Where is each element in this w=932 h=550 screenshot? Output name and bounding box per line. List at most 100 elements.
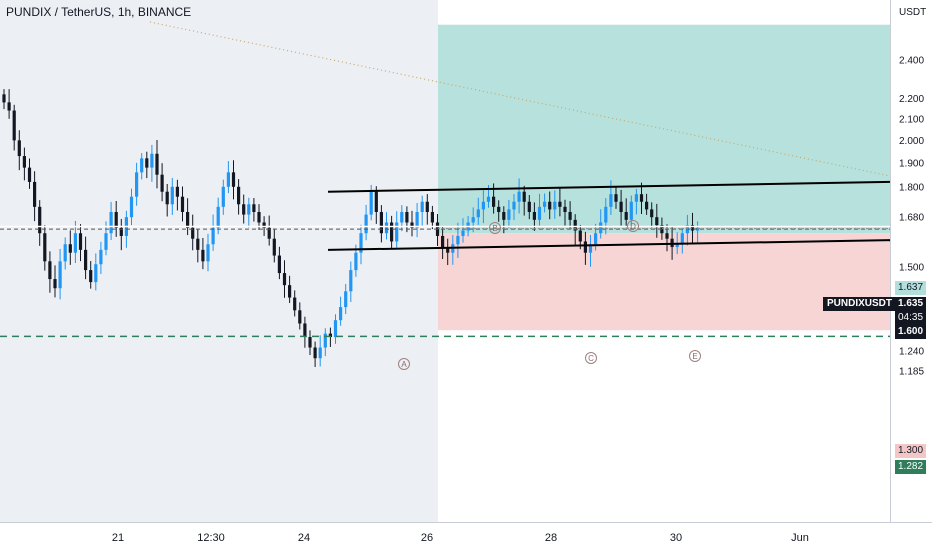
countdown-badge: 04:35 xyxy=(895,311,927,325)
candle-body xyxy=(568,211,572,220)
candle-body xyxy=(206,244,210,262)
price-tick-label: 2.000 xyxy=(899,136,924,147)
level-1600-badge: 1.600 xyxy=(895,325,927,339)
wave-circle xyxy=(398,358,410,370)
candle-body xyxy=(507,209,511,220)
candle-body xyxy=(318,347,322,359)
price-tick-label: 2.100 xyxy=(899,114,924,125)
wave-label-text: B xyxy=(492,224,497,233)
candle-body xyxy=(379,211,383,234)
wave-circle xyxy=(489,222,501,234)
price-tick-label: 1.800 xyxy=(899,182,924,193)
wave-label-a: A xyxy=(398,358,410,370)
candle-body xyxy=(150,153,154,168)
level-1300-badge: 1.300 xyxy=(895,444,927,458)
candle-body xyxy=(374,191,378,212)
candle-body xyxy=(476,209,480,218)
wave-label-b: B xyxy=(489,222,501,234)
time-axis-background xyxy=(0,522,932,550)
profit-zone xyxy=(438,24,890,234)
candle-body xyxy=(170,186,174,205)
price-tick-label: 1.680 xyxy=(899,213,924,224)
candle-body xyxy=(425,201,429,212)
candle-body xyxy=(405,211,409,223)
candle-body xyxy=(84,249,88,271)
time-tick-label: 12:30 xyxy=(197,532,225,544)
candle-body xyxy=(160,174,164,192)
candle-body xyxy=(68,244,72,253)
candle-body xyxy=(502,211,506,220)
candle-body xyxy=(573,219,577,231)
symbol-badge: PUNDIXUSDT xyxy=(823,297,897,311)
candle-body xyxy=(129,196,134,218)
candle-body xyxy=(247,204,251,215)
time-tick-label: Jun xyxy=(791,532,809,544)
candle-body xyxy=(604,206,608,223)
candle-body xyxy=(180,196,185,212)
candle-body xyxy=(415,211,419,228)
candle-body xyxy=(344,291,348,308)
candle-body xyxy=(237,186,241,205)
candle-body xyxy=(262,222,266,228)
candle-body xyxy=(155,153,159,175)
candle-body xyxy=(12,110,16,141)
candle-body xyxy=(94,264,98,283)
candle-body xyxy=(333,320,338,338)
candle-body xyxy=(619,201,623,212)
wave-label-e: E xyxy=(689,350,701,362)
candle-body xyxy=(175,186,179,197)
candle-body xyxy=(104,233,108,250)
wave-label-text: D xyxy=(630,222,636,231)
candle-body xyxy=(456,235,460,245)
candle-body xyxy=(339,307,343,321)
level-1637-badge: 1.637 xyxy=(895,281,927,295)
candle-body xyxy=(257,211,261,223)
candle-body xyxy=(165,191,169,205)
wave-label-d: D xyxy=(627,220,639,232)
candle-body xyxy=(420,201,424,212)
candle-body xyxy=(624,211,628,220)
time-tick-label: 26 xyxy=(421,532,433,544)
candle-body xyxy=(226,172,230,187)
price-tick-label: 2.200 xyxy=(899,94,924,105)
wave-circle xyxy=(627,220,639,232)
candle-body xyxy=(497,206,501,212)
candle-body xyxy=(548,201,552,210)
candle-body xyxy=(293,297,297,311)
candle-body xyxy=(634,194,638,202)
candle-body xyxy=(588,244,593,253)
candle-body xyxy=(543,201,547,207)
candle-body xyxy=(231,172,236,187)
candle-body xyxy=(114,211,118,228)
candle-body xyxy=(73,233,77,253)
wave-circle xyxy=(689,350,701,362)
candle-body xyxy=(186,211,190,228)
candle-body xyxy=(650,209,654,218)
price-axis-background xyxy=(890,0,932,550)
candle-body xyxy=(78,233,83,250)
price-tick-label: 1.500 xyxy=(899,263,924,274)
candle-body xyxy=(252,204,256,212)
candle-body xyxy=(532,211,536,220)
wave-label-c: C xyxy=(585,352,597,364)
candles xyxy=(2,89,700,368)
wave-circle xyxy=(585,352,597,364)
candle-body xyxy=(665,233,669,239)
candle-body xyxy=(27,167,32,182)
candle-body xyxy=(517,191,521,202)
candle-body xyxy=(63,244,67,262)
candle-body xyxy=(22,156,26,168)
candle-body xyxy=(38,206,42,234)
candle-body xyxy=(390,222,394,242)
candle-body xyxy=(7,102,11,111)
candle-body xyxy=(48,261,52,280)
candle-body xyxy=(486,196,491,202)
candle-body xyxy=(594,233,598,245)
candle-body xyxy=(89,270,93,283)
candle-body xyxy=(410,222,414,228)
candle-body xyxy=(441,235,445,248)
candle-body xyxy=(221,186,225,207)
candle-body xyxy=(675,244,679,248)
candle-body xyxy=(522,191,526,202)
